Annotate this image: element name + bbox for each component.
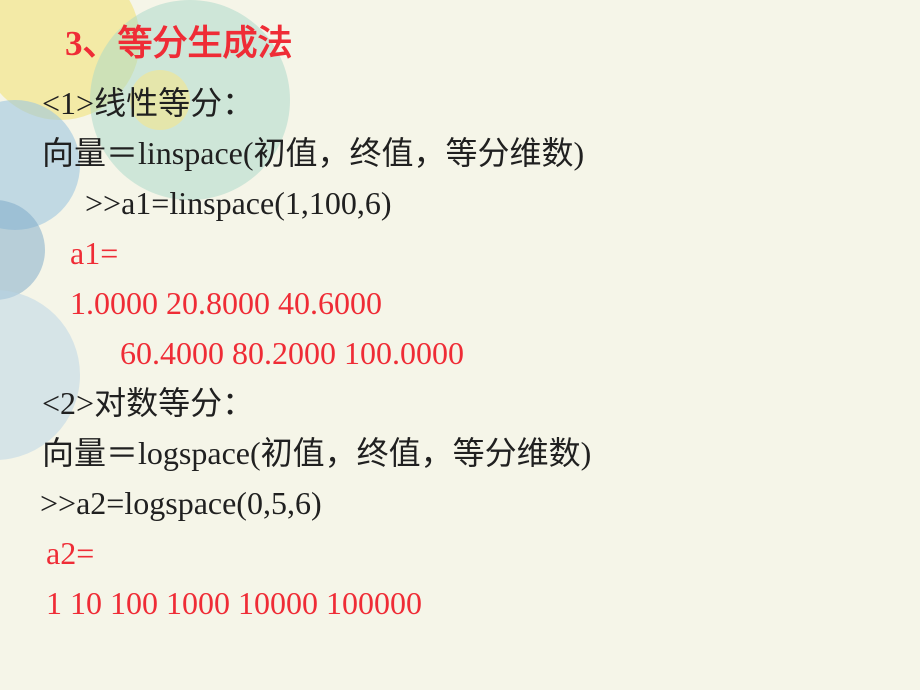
syntax-prefix-2: 向量＝ — [42, 435, 138, 471]
section2-command: >>a2=logspace(0,5,6) — [40, 479, 890, 527]
syntax-prefix: 向量＝ — [42, 135, 138, 171]
section2-head: 对数等分： — [94, 385, 254, 421]
syntax-function-2: logspace(初值，终值，等分维数) — [138, 435, 591, 471]
section2-output-label: a2= — [46, 529, 890, 577]
section1-tag: <1> — [42, 85, 94, 121]
section1-output-row2: 60.4000 80.2000 100.0000 — [120, 329, 890, 377]
section2-syntax: 向量＝logspace(初值，终值，等分维数) — [42, 429, 890, 477]
section-title: 3、等分生成法 — [65, 18, 890, 71]
section1-heading: <1>线性等分： — [42, 79, 890, 127]
section1-command: >>a1=linspace(1,100,6) — [85, 179, 890, 227]
section1-output-row1: 1.0000 20.8000 40.6000 — [70, 279, 890, 327]
section1-syntax: 向量＝linspace(初值，终值，等分维数) — [42, 129, 890, 177]
slide-content: 3、等分生成法 <1>线性等分： 向量＝linspace(初值，终值，等分维数)… — [0, 0, 920, 649]
section2-heading: <2>对数等分： — [42, 379, 890, 427]
syntax-function: linspace(初值，终值，等分维数) — [138, 135, 584, 171]
section2-tag: <2> — [42, 385, 94, 421]
section1-output-label: a1= — [70, 229, 890, 277]
section1-head: 线性等分： — [94, 85, 254, 121]
section2-output-row1: 1 10 100 1000 10000 100000 — [46, 579, 890, 627]
